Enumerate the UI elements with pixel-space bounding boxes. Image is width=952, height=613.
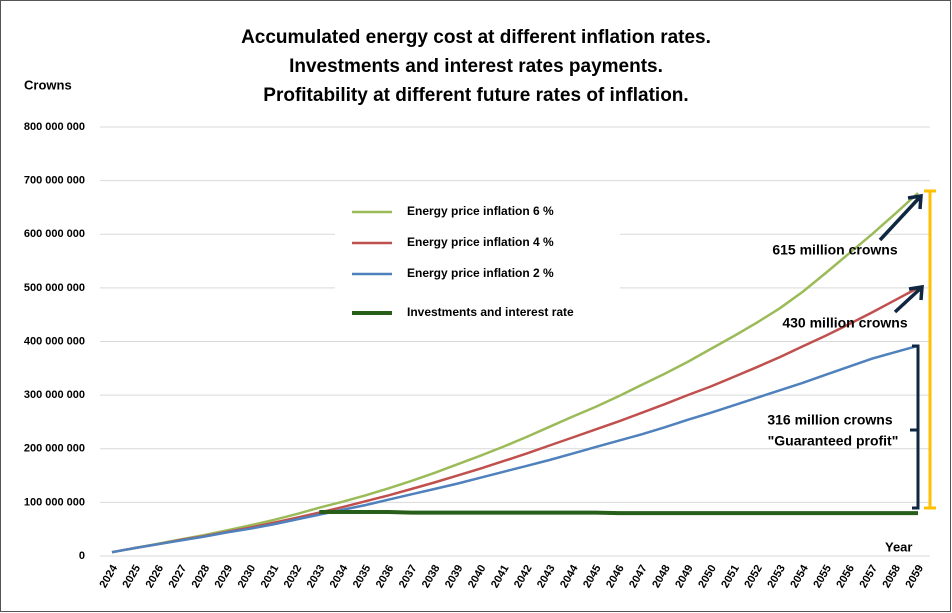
arrow bbox=[878, 193, 923, 242]
y-tick-label: 100 000 000 bbox=[24, 496, 85, 508]
y-tick-label: 500 000 000 bbox=[24, 282, 85, 294]
annotation: 615 million crowns bbox=[772, 242, 897, 258]
x-axis-label: Year bbox=[885, 539, 912, 554]
arrows bbox=[878, 193, 924, 314]
y-tick-label: 200 000 000 bbox=[24, 443, 85, 455]
navy-bracket bbox=[910, 344, 920, 510]
chart-title: Investments and interest rates payments. bbox=[289, 56, 663, 77]
y-tick-label: 700 000 000 bbox=[24, 175, 85, 187]
chart-title: Accumulated energy cost at different inf… bbox=[241, 27, 711, 48]
y-axis-label: Crowns bbox=[24, 77, 72, 92]
chart-title: Profitability at different future rates … bbox=[263, 85, 688, 106]
y-tick-label: 600 000 000 bbox=[24, 228, 85, 240]
annotation: "Guaranteed profit" bbox=[768, 433, 899, 449]
series-line bbox=[319, 510, 918, 516]
y-tick-label: 0 bbox=[79, 550, 85, 562]
lines bbox=[111, 192, 919, 554]
arrow bbox=[893, 284, 924, 314]
legend-label: Energy price inflation 4 % bbox=[407, 235, 554, 249]
legend: Energy price inflation 6 % Energy price i… bbox=[352, 204, 574, 319]
series-line bbox=[111, 192, 919, 554]
legend-label: Investments and interest rate bbox=[407, 305, 574, 319]
y-tick-label: 400 000 000 bbox=[24, 335, 85, 347]
yellow-bracket bbox=[924, 189, 936, 510]
legend-label: Energy price inflation 2 % bbox=[407, 266, 554, 280]
y-tick-label: 300 000 000 bbox=[24, 389, 85, 401]
y-tick-label: 800 000 000 bbox=[24, 121, 85, 133]
series-line bbox=[111, 344, 919, 554]
annotation: 316 million crowns bbox=[767, 412, 892, 428]
annotation: 430 million crowns bbox=[782, 315, 907, 331]
legend-label: Energy price inflation 6 % bbox=[407, 204, 554, 218]
